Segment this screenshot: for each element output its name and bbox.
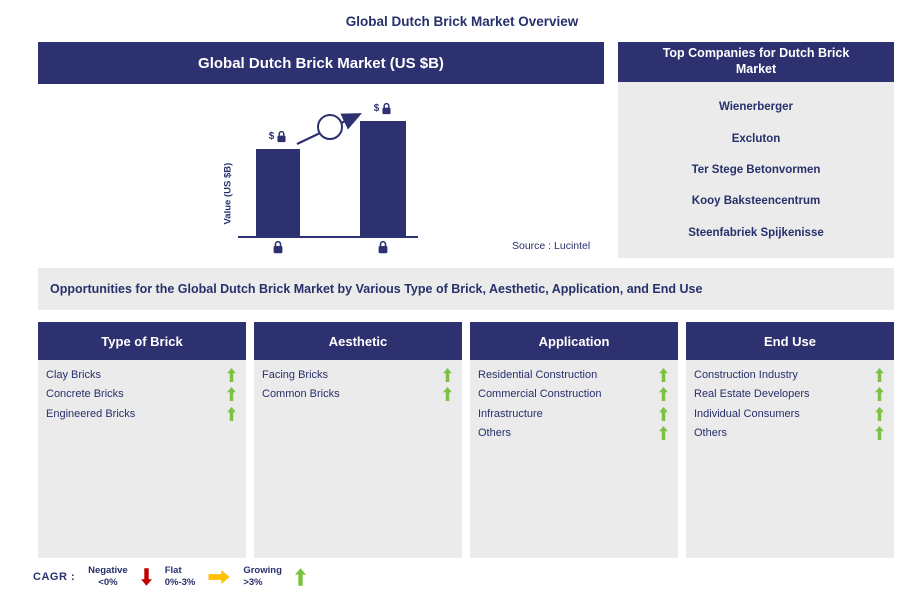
legend-entry-negative: Negative <0% (88, 565, 128, 589)
cagr-label: CAGR : (33, 570, 76, 583)
growing-up-arrow-icon (659, 426, 668, 441)
segment-body: Residential Construction Commercial Cons… (470, 360, 678, 558)
growing-up-arrow-icon (227, 387, 236, 402)
companies-list: Wienerberger Excluton Ter Stege Betonvor… (618, 82, 894, 258)
legend-entry-range: <0% (98, 576, 118, 588)
companies-panel-title: Top Companies for Dutch Brick Market (662, 46, 850, 76)
segment-item-label: Infrastructure (478, 407, 543, 420)
segment-item: Others (470, 424, 678, 444)
segment-card-application: Application Residential Construction Com… (470, 322, 678, 558)
segment-item: Commercial Construction (470, 385, 678, 405)
flat-right-arrow-icon (208, 569, 230, 584)
company-name: Steenfabriek Spijkenisse (688, 226, 824, 239)
bar-value-label: $ (360, 102, 406, 115)
negative-down-arrow-icon (140, 568, 152, 586)
bar-forecast (360, 121, 406, 236)
bar-value-label: $ (256, 130, 300, 143)
growing-up-arrow-icon (443, 367, 452, 382)
segment-item-label: Residential Construction (478, 368, 598, 381)
segment-item-label: Commercial Construction (478, 388, 602, 401)
segment-item: Construction Industry (686, 365, 894, 385)
segment-card-aesthetic: Aesthetic Facing Bricks Common Bricks (254, 322, 462, 558)
source-note: Source : Lucintel (512, 240, 591, 252)
segment-item: Concrete Bricks (38, 385, 246, 405)
segment-item-label: Clay Bricks (46, 368, 102, 381)
segment-item-label: Others (478, 427, 512, 440)
growing-up-arrow-icon (875, 367, 884, 382)
legend-entry-name: Negative (88, 565, 128, 576)
market-panel-title: Global Dutch Brick Market (US $B) (198, 54, 444, 72)
axis-lock-icon (360, 240, 406, 254)
growing-up-arrow-icon (659, 406, 668, 421)
growing-up-arrow-icon (659, 367, 668, 382)
company-name: Kooy Baksteencentrum (691, 195, 821, 208)
segment-item-label: Facing Bricks (262, 368, 329, 381)
axis-lock-icon (256, 240, 300, 254)
segment-item-label: Construction Industry (694, 368, 798, 381)
segment-item: Clay Bricks (38, 365, 246, 385)
legend-entry-name: Growing (243, 565, 282, 576)
dollar-sign: $ (268, 131, 275, 142)
segment-item-label: Individual Consumers (694, 407, 800, 420)
company-name: Excluton (731, 132, 781, 145)
opportunities-banner: Opportunities for the Global Dutch Brick… (38, 268, 894, 310)
chart-y-axis-label: Value (US $B) (222, 162, 234, 225)
segment-item: Facing Bricks (254, 365, 462, 385)
growing-up-arrow-icon (294, 567, 306, 587)
segment-item: Engineered Bricks (38, 404, 246, 424)
legend-entry-range: 0%-3% (164, 576, 196, 588)
segment-header: Aesthetic (254, 322, 462, 360)
bar-current (256, 148, 300, 236)
growing-up-arrow-icon (227, 367, 236, 382)
growing-up-arrow-icon (659, 387, 668, 402)
companies-panel-header: Top Companies for Dutch Brick Market (618, 42, 894, 82)
legend-entry-name: Flat (164, 565, 182, 576)
page-title: Global Dutch Brick Market Overview (345, 14, 579, 29)
growing-up-arrow-icon (443, 387, 452, 402)
dollar-sign: $ (373, 103, 380, 114)
legend-entry-growing: Growing >3% (243, 565, 282, 589)
legend-entry-flat: Flat 0%-3% (165, 565, 196, 589)
segment-body: Construction Industry Real Estate Develo… (686, 360, 894, 558)
growing-up-arrow-icon (227, 406, 236, 421)
segment-item: Real Estate Developers (686, 385, 894, 405)
growing-up-arrow-icon (875, 406, 884, 421)
growing-up-arrow-icon (875, 387, 884, 402)
segment-item: Others (686, 424, 894, 444)
growth-milestone-circle-icon (317, 114, 343, 140)
segment-header: Application (470, 322, 678, 360)
segment-item-label: Others (694, 427, 728, 440)
segment-card-type-of-brick: Type of Brick Clay Bricks Concrete Brick… (38, 322, 246, 558)
segment-item-label: Real Estate Developers (694, 388, 810, 401)
segment-header: End Use (686, 322, 894, 360)
growing-up-arrow-icon (875, 426, 884, 441)
legend-entry-range: >3% (243, 576, 263, 588)
segment-item: Infrastructure (470, 404, 678, 424)
segment-item-label: Engineered Bricks (46, 407, 136, 420)
segment-card-end-use: End Use Construction Industry Real Estat… (686, 322, 894, 558)
company-name: Wienerberger (718, 101, 794, 114)
lock-icon (381, 102, 392, 115)
x-axis-line (238, 236, 418, 238)
opportunities-banner-text: Opportunities for the Global Dutch Brick… (50, 282, 703, 296)
lock-icon (276, 130, 287, 143)
segment-item-label: Concrete Bricks (46, 388, 124, 401)
company-name: Ter Stege Betonvormen (691, 163, 821, 176)
segment-header: Type of Brick (38, 322, 246, 360)
segment-item: Residential Construction (470, 365, 678, 385)
cagr-legend: CAGR : Negative <0% Flat 0%-3% Growing >… (33, 565, 306, 589)
segment-item-label: Common Bricks (262, 388, 340, 401)
bar-chart-plot (238, 121, 418, 236)
segment-body: Clay Bricks Concrete Bricks Engineered B… (38, 360, 246, 558)
market-panel-header: Global Dutch Brick Market (US $B) (38, 42, 604, 84)
segment-item: Individual Consumers (686, 404, 894, 424)
segment-item: Common Bricks (254, 385, 462, 405)
segment-body: Facing Bricks Common Bricks (254, 360, 462, 558)
